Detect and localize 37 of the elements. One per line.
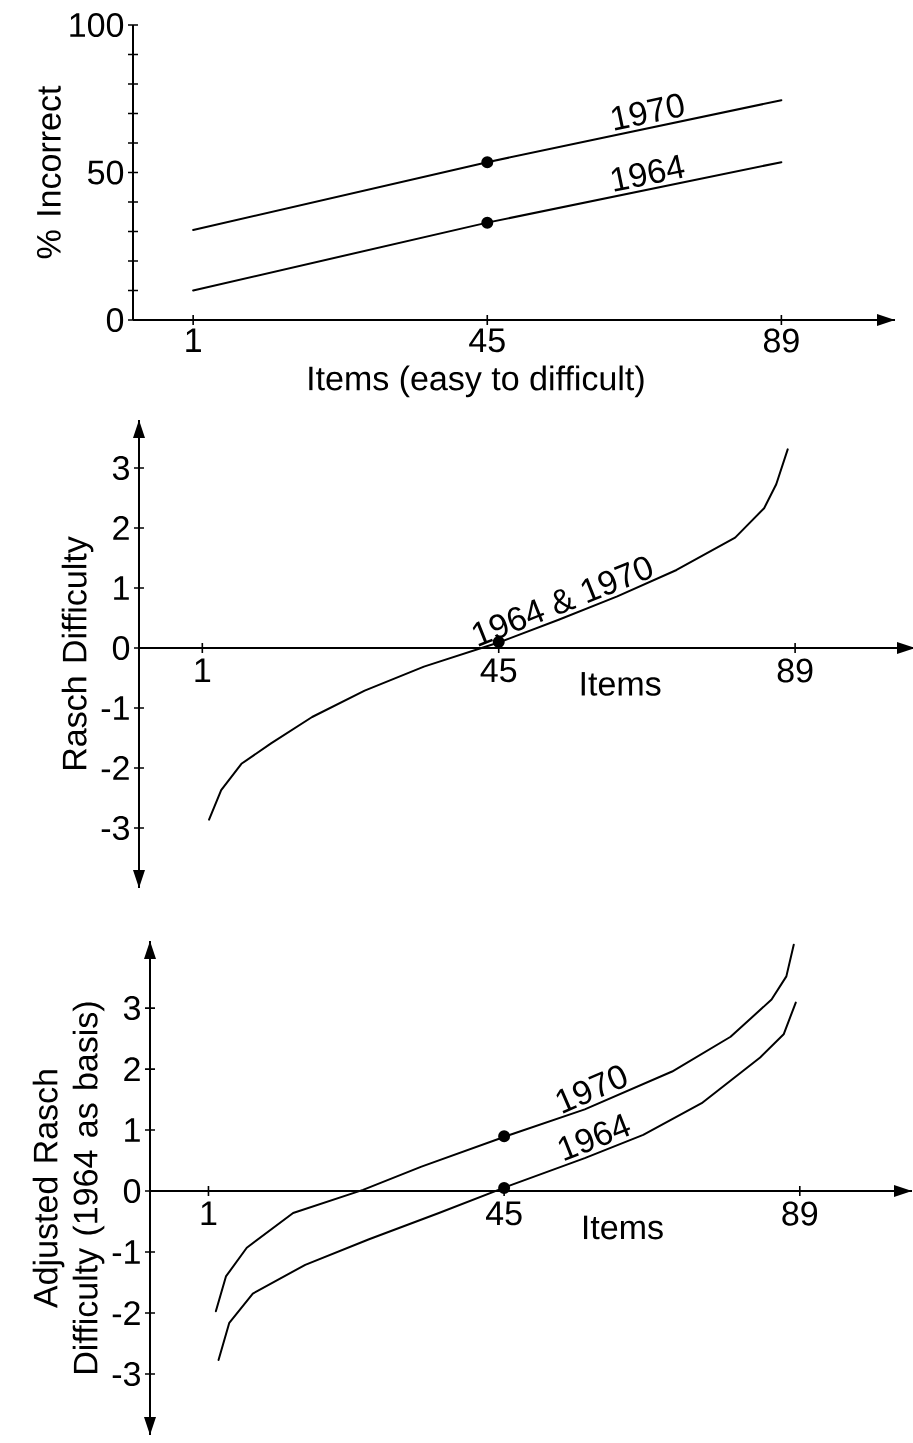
y-tick-label: 2: [113, 516, 129, 540]
y-tick-label: 1: [125, 1118, 140, 1142]
x-tick-label: 1: [186, 328, 201, 352]
y-tick-label: 0: [106, 307, 124, 333]
x-tick-label: 89: [782, 1201, 818, 1226]
text: 1970: [556, 1065, 627, 1114]
y-tick-label: 1: [114, 576, 129, 600]
y-tick-label: -2: [112, 1301, 140, 1325]
y-axis-title: % Incorrect: [36, 85, 61, 259]
y-tick-label: -1: [112, 1240, 140, 1264]
x-axis-title: Items (easy to difficult): [309, 365, 644, 398]
y-tick-label: 0: [112, 635, 130, 661]
x-tick-label: 45: [480, 658, 517, 683]
x-tick-label: 1: [201, 1201, 217, 1225]
y-axis-title: Rasch Difficulty: [61, 536, 94, 769]
x-axis-title: Items: [581, 672, 661, 696]
text: 1970: [612, 93, 684, 131]
x-axis-title: Items: [584, 1215, 663, 1240]
y-axis-title: Adjusted Rasch Difficulty (1964 as basis): [32, 1002, 105, 1373]
y-tick-label: 2: [124, 1057, 140, 1081]
text: 1964 & 1970: [472, 556, 653, 647]
y-tick-label: 50: [88, 160, 124, 185]
text: 1964: [611, 154, 685, 192]
y-tick-label: 100: [70, 12, 124, 38]
y-tick-label: -1: [101, 696, 129, 720]
text: 1964: [558, 1113, 631, 1161]
x-tick-label: 89: [763, 328, 799, 353]
y-tick-label: -3: [101, 815, 129, 841]
y-tick-label: 0: [123, 1179, 141, 1204]
y-tick-label: -2: [101, 756, 129, 780]
y-tick-label: 3: [123, 996, 140, 1021]
y-tick-label: -3: [112, 1361, 140, 1387]
y-tick-label: 3: [112, 455, 129, 481]
x-tick-label: 1: [195, 658, 211, 682]
x-tick-label: 45: [486, 1201, 522, 1226]
x-tick-label: 45: [469, 328, 505, 353]
x-tick-label: 89: [777, 658, 813, 683]
